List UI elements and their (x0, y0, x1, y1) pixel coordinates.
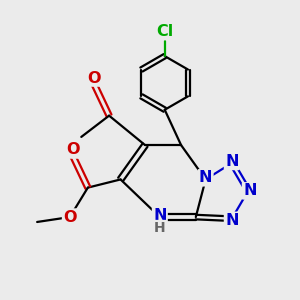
Text: H: H (154, 220, 166, 235)
Text: N: N (225, 213, 238, 228)
Text: O: O (88, 70, 101, 86)
Text: N: N (225, 154, 238, 169)
Text: O: O (63, 210, 76, 225)
Text: N: N (199, 170, 212, 185)
Text: N: N (243, 183, 256, 198)
Text: Cl: Cl (156, 24, 173, 39)
Text: N: N (153, 208, 166, 223)
Text: O: O (66, 142, 80, 158)
